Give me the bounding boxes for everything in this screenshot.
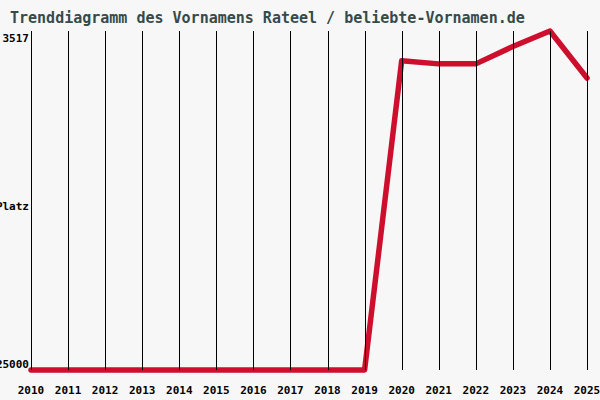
year-gridlines xyxy=(32,31,588,370)
x-axis-label-2023: 2023 xyxy=(493,384,533,397)
x-axis-label-2020: 2020 xyxy=(382,384,422,397)
x-axis-label-2024: 2024 xyxy=(530,384,570,397)
x-axis-label-2022: 2022 xyxy=(456,384,496,397)
x-axis-label-2016: 2016 xyxy=(233,384,273,397)
x-axis-label-2019: 2019 xyxy=(345,384,385,397)
x-axis-label-2011: 2011 xyxy=(48,384,88,397)
x-axis-label-2018: 2018 xyxy=(308,384,348,397)
trend-chart: Trenddiagramm des Vornamens Rateel / bel… xyxy=(0,0,600,400)
x-axis-label-2015: 2015 xyxy=(196,384,236,397)
x-axis-label-2021: 2021 xyxy=(419,384,459,397)
plot-area xyxy=(0,0,600,400)
x-axis-label-2012: 2012 xyxy=(85,384,125,397)
x-axis-label-2014: 2014 xyxy=(159,384,199,397)
x-axis-label-2025: 2025 xyxy=(567,384,600,397)
x-axis-label-2017: 2017 xyxy=(271,384,311,397)
x-axis-label-2013: 2013 xyxy=(122,384,162,397)
trend-line-series xyxy=(31,31,587,370)
x-axis-label-2010: 2010 xyxy=(11,384,51,397)
